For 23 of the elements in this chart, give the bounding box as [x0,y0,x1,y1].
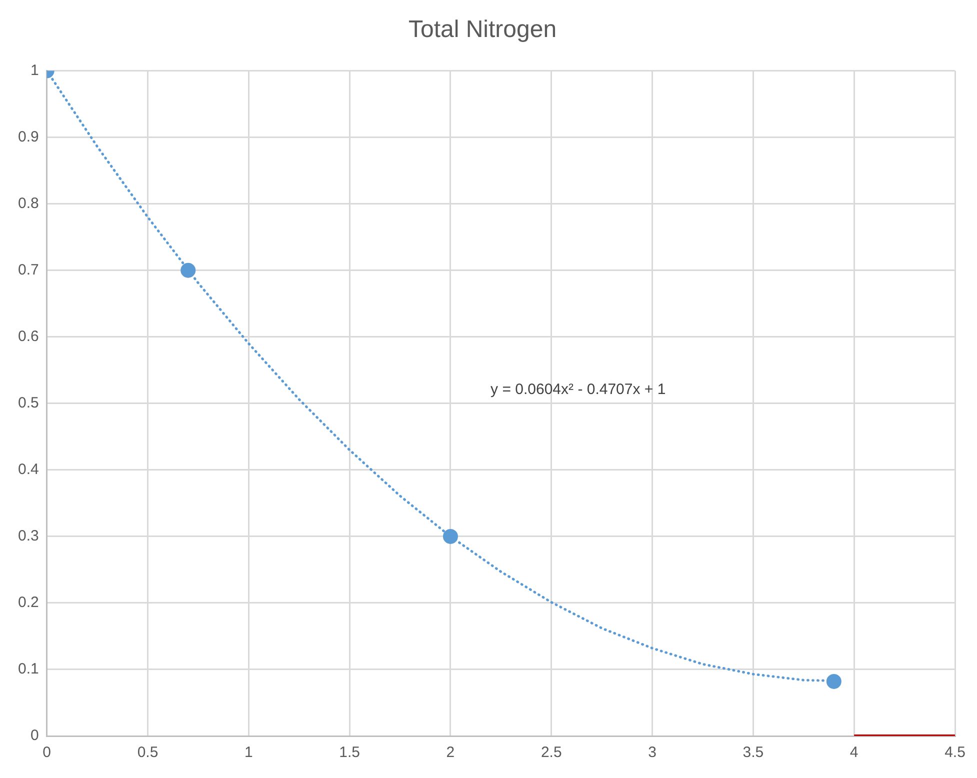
y-tick-label: 0.8 [18,194,39,212]
x-tick-label: 0.5 [137,744,158,762]
y-tick-label: 0.5 [18,394,39,412]
x-tick-label: 2 [446,744,455,762]
x-tick-label: 3 [648,744,656,762]
x-tick-label: 4.5 [944,744,966,762]
x-tick-label: 3.5 [742,744,764,762]
y-tick-label: 0.2 [18,594,39,612]
y-tick-label: 0.1 [18,660,39,678]
x-tick-label: 4 [850,744,858,762]
x-tick-label: 0 [42,744,52,762]
annotation: y = 0.0604x² - 0.4707x + 1 [490,381,666,398]
y-tick-label: 0.7 [18,262,39,278]
x-tick-label: 1 [244,744,253,762]
y-tick-label: 0.3 [18,528,39,545]
y-tick-label: 0.4 [18,461,39,478]
y-tick-label: 0.6 [18,328,39,346]
x-tick-label: 2.5 [540,744,562,762]
y-tick-label: 0 [30,727,39,744]
y-tick-label: 1 [30,62,39,79]
x-tick-label: 1.5 [339,744,360,762]
chart-title: Total Nitrogen [408,16,557,44]
y-tick-label: 0.9 [18,128,39,146]
